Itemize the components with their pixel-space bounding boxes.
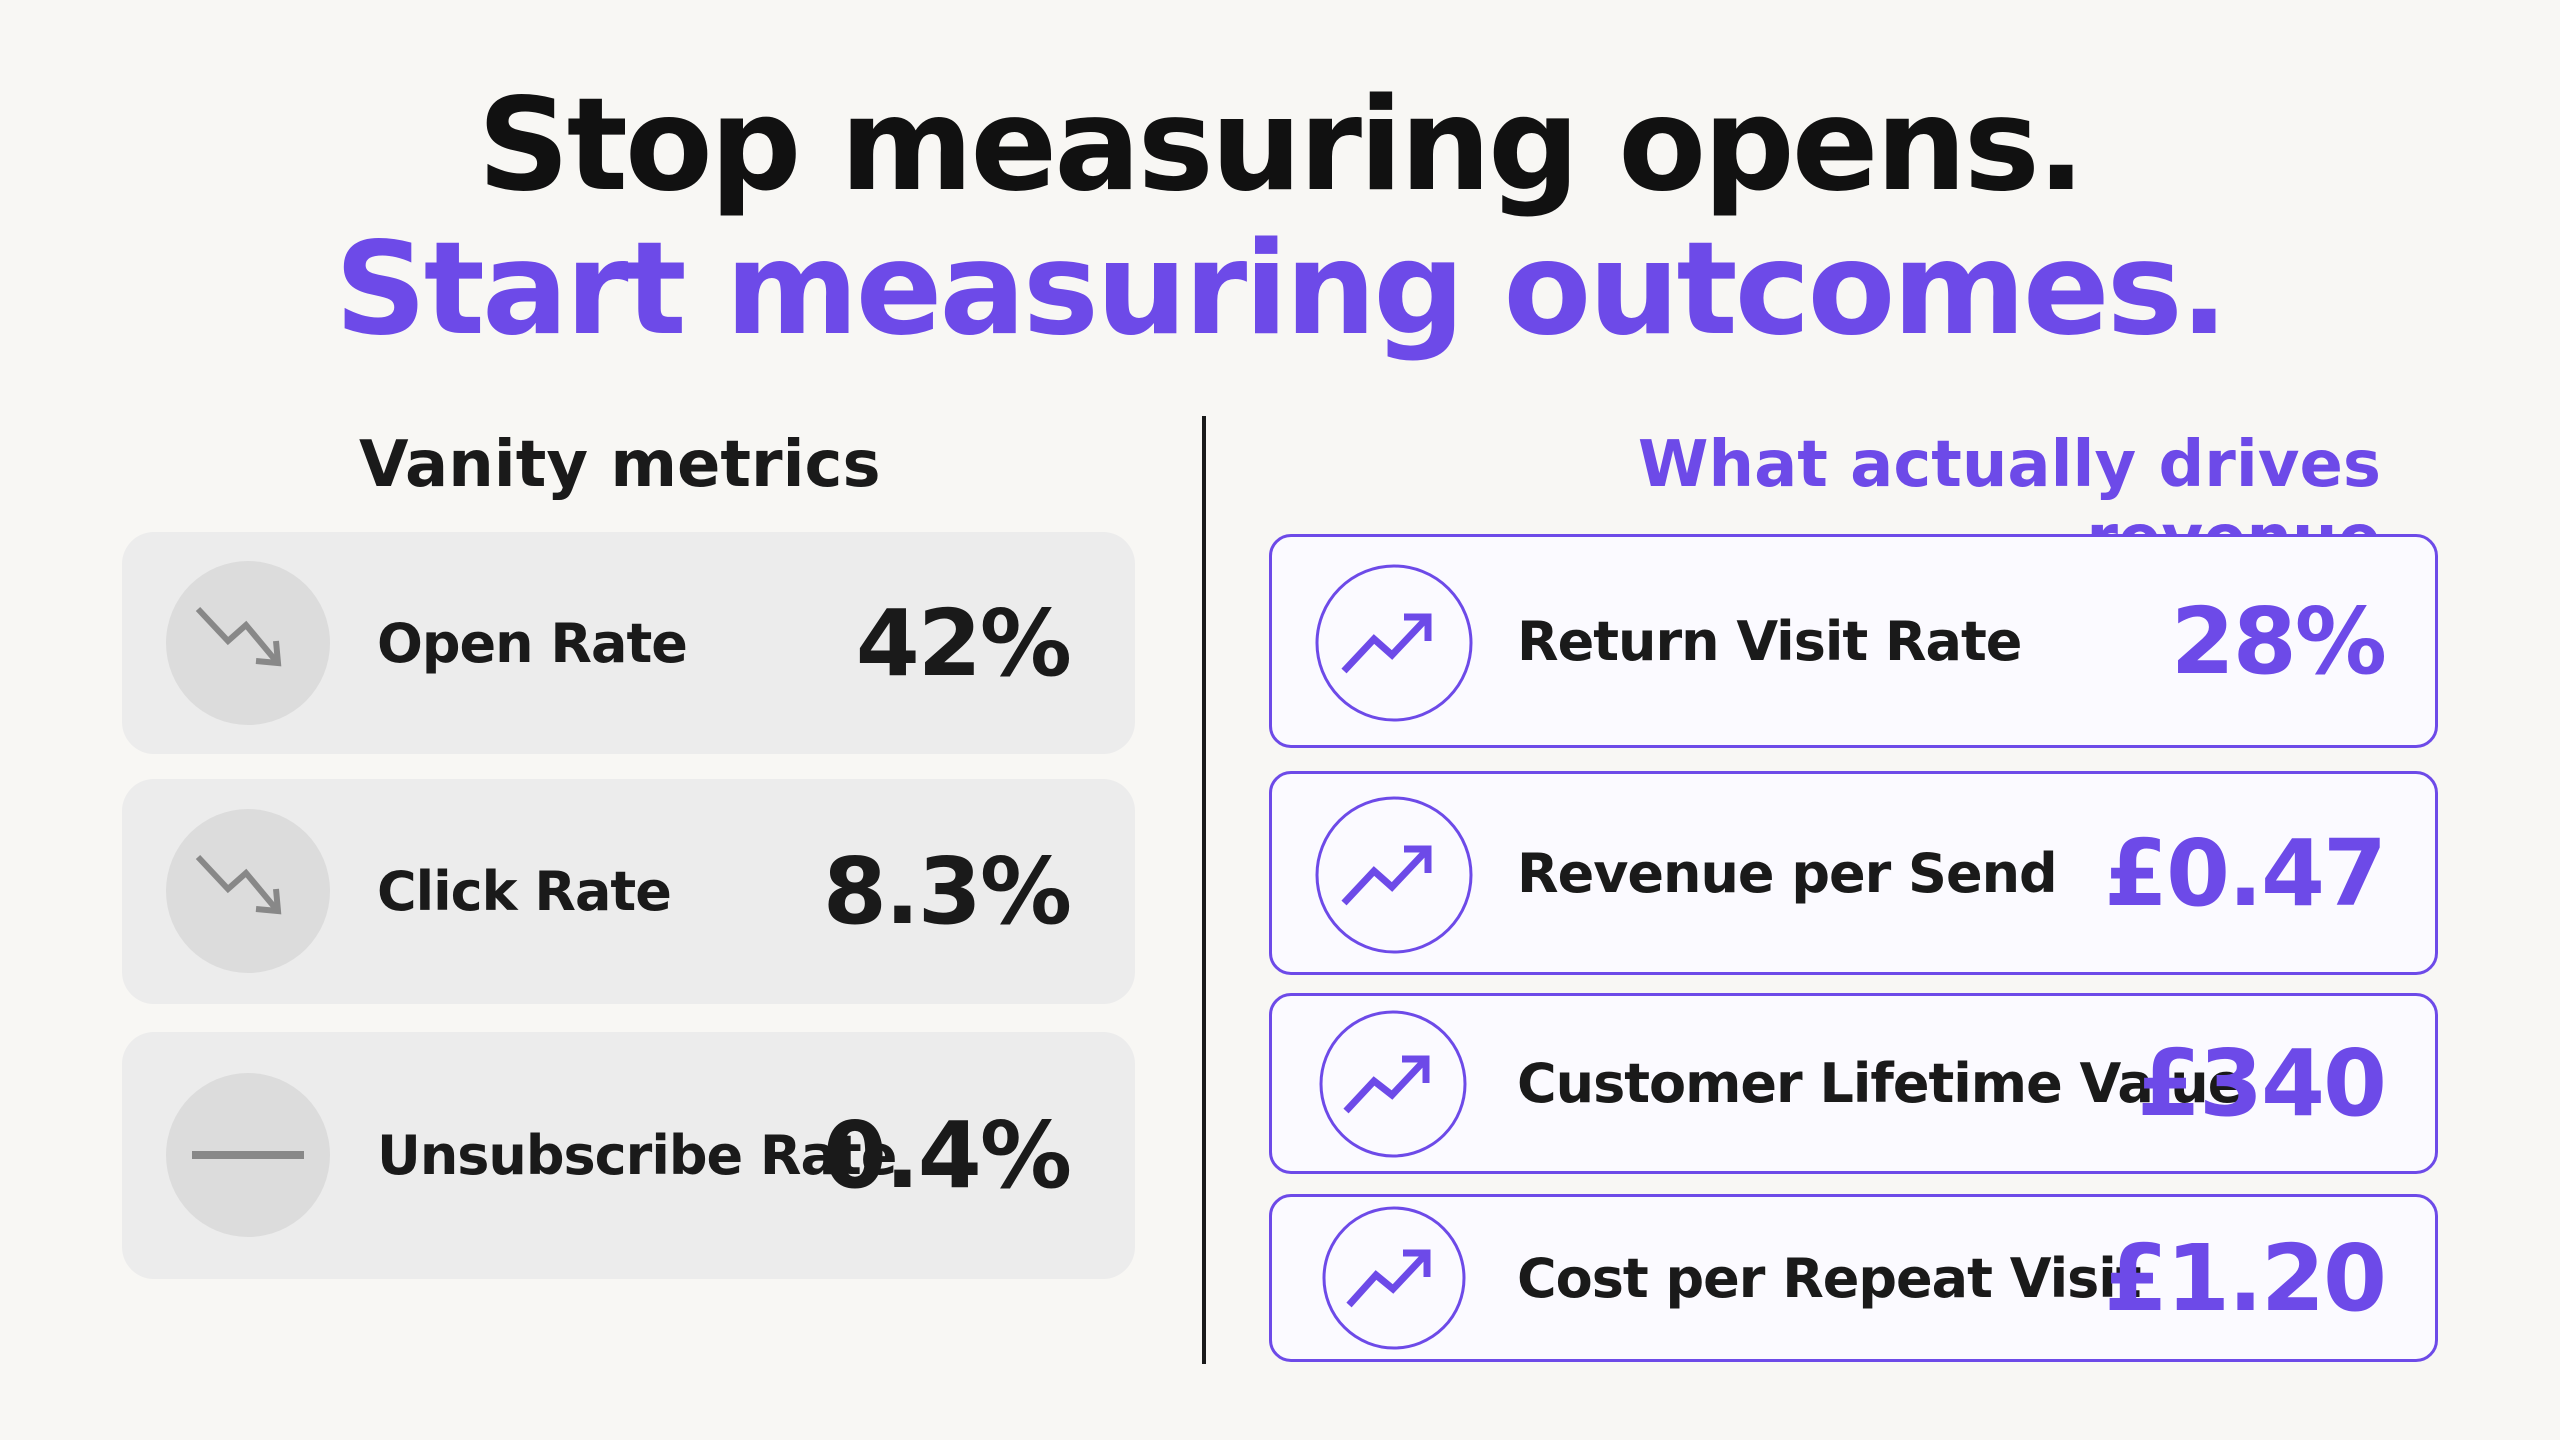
metric-value: £340 [2136,1030,2387,1137]
metric-card: Open Rate 42% [122,532,1135,754]
metric-label: Customer Lifetime Value [1517,1052,2244,1115]
icon [1322,1206,1466,1350]
metric-value: 42% [855,589,1072,697]
metric-card: Return Visit Rate 28% [1269,534,2438,748]
icon [1315,564,1473,722]
metric-label: Open Rate [377,611,688,675]
metric-card: Unsubscribe Rate 0.4% [122,1032,1135,1279]
icon [1319,1010,1467,1158]
icon [166,1073,330,1237]
metric-value: £0.47 [2103,819,2387,927]
metric-value: 28% [2170,587,2387,695]
metric-label: Unsubscribe Rate [377,1124,897,1187]
divider [1202,416,1206,1364]
title-line2: Start measuring outcomes. [334,215,2229,364]
metric-label: Cost per Repeat Visit [1517,1246,2142,1310]
metric-card: Cost per Repeat Visit £1.20 [1269,1194,2438,1362]
metric-card: Click Rate 8.3% [122,779,1135,1004]
metric-value: £1.20 [2103,1224,2387,1332]
title-line1: Stop measuring opens. [477,71,2086,220]
metric-label: Click Rate [377,860,672,923]
metric-value: 8.3% [822,838,1072,945]
metric-label: Revenue per Send [1517,841,2058,905]
metric-card: Customer Lifetime Value £340 [1269,993,2438,1174]
icon [166,809,330,973]
icon [1315,796,1473,954]
left-heading: Vanity metrics [359,428,881,502]
metric-label: Return Visit Rate [1517,609,2022,673]
icon [166,561,330,725]
metric-value: 0.4% [822,1102,1072,1209]
metric-card: Revenue per Send £0.47 [1269,771,2438,975]
